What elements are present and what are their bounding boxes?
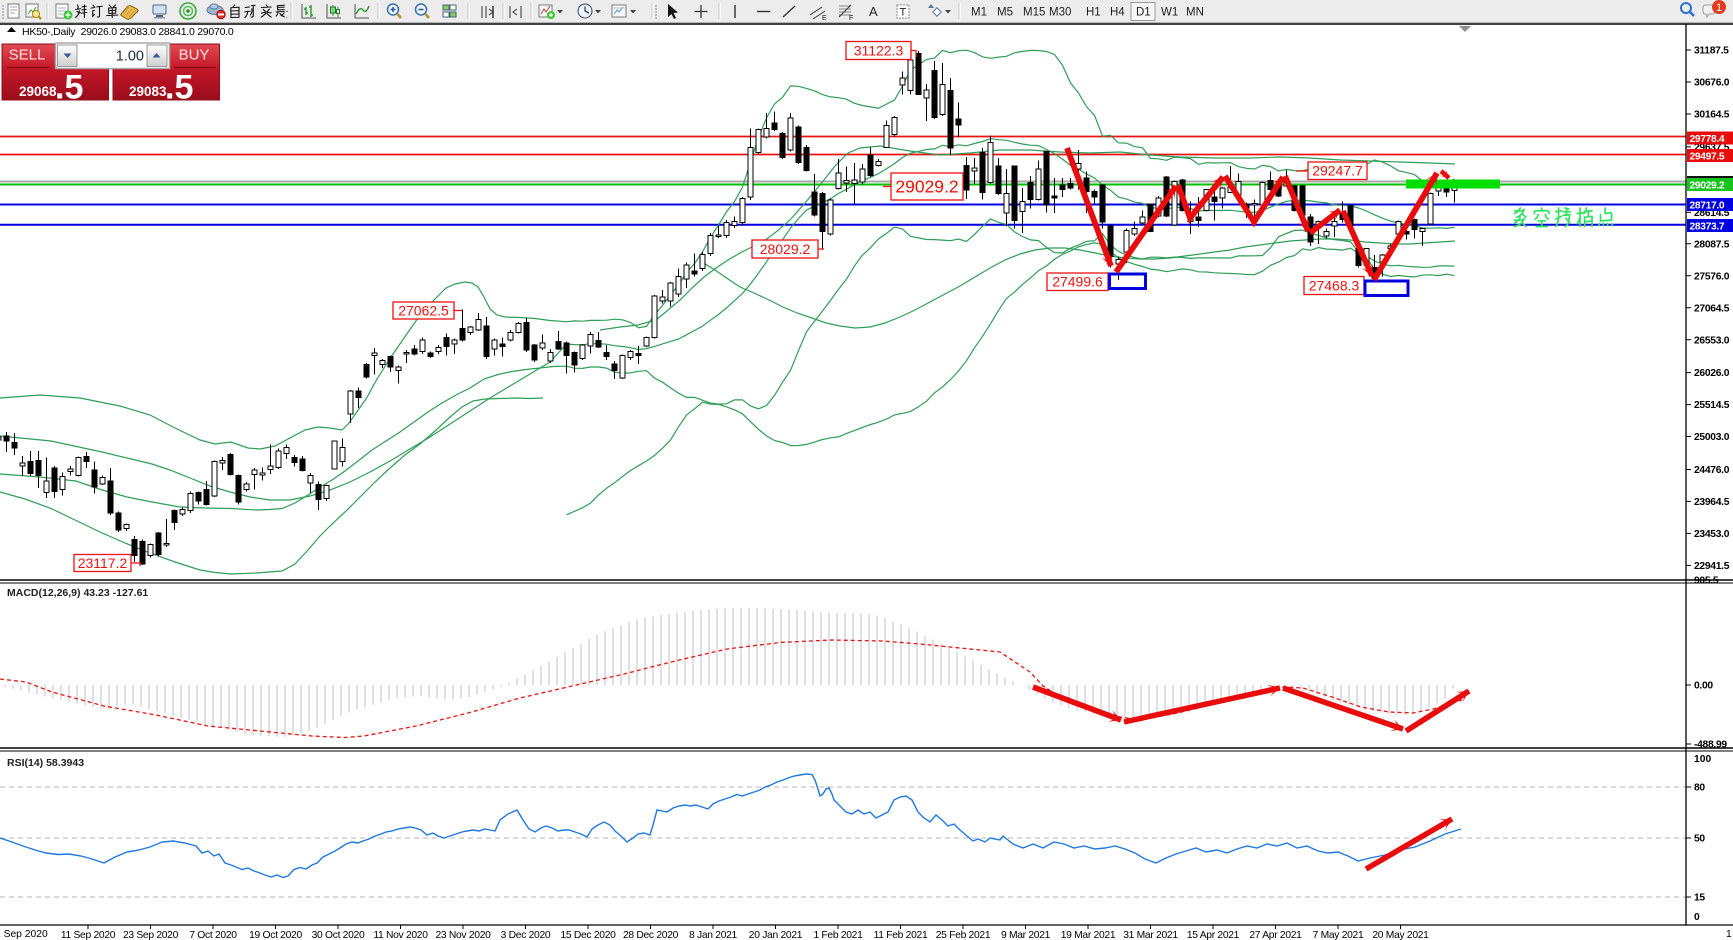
svg-text:27064.5: 27064.5 bbox=[1694, 303, 1730, 314]
svg-text:7 Oct 2020: 7 Oct 2020 bbox=[189, 930, 237, 940]
svg-text:RSI(14) 58.3943: RSI(14) 58.3943 bbox=[7, 757, 84, 769]
svg-text:W1: W1 bbox=[1161, 7, 1178, 19]
svg-text:26026.0: 26026.0 bbox=[1694, 368, 1730, 379]
svg-text:9 Mar 2021: 9 Mar 2021 bbox=[1001, 930, 1051, 940]
svg-text:20 May 2021: 20 May 2021 bbox=[1372, 930, 1429, 940]
svg-text:28 Dec 2020: 28 Dec 2020 bbox=[623, 930, 679, 940]
svg-text:30 Oct 2020: 30 Oct 2020 bbox=[312, 930, 365, 940]
svg-text:T: T bbox=[900, 7, 907, 19]
svg-text:1 Sep 2020: 1 Sep 2020 bbox=[0, 929, 48, 940]
svg-text:11 Nov 2020: 11 Nov 2020 bbox=[373, 930, 428, 940]
svg-text:11 Sep 2020: 11 Sep 2020 bbox=[61, 930, 116, 940]
svg-text:23117.2: 23117.2 bbox=[78, 555, 128, 571]
svg-text:29497.5: 29497.5 bbox=[1690, 152, 1725, 163]
svg-text:29029.2: 29029.2 bbox=[1690, 181, 1725, 192]
svg-text:M15: M15 bbox=[1023, 7, 1045, 19]
svg-text:25514.5: 25514.5 bbox=[1694, 400, 1730, 411]
svg-text:MACD(12,26,9) 43.23 -127.61: MACD(12,26,9) 43.23 -127.61 bbox=[7, 587, 148, 599]
svg-text:28029.2: 28029.2 bbox=[760, 241, 811, 257]
svg-text:29778.4: 29778.4 bbox=[1690, 134, 1725, 145]
svg-text:3 Dec 2020: 3 Dec 2020 bbox=[501, 930, 551, 940]
svg-text:F: F bbox=[849, 15, 853, 22]
svg-text:7 May 2021: 7 May 2021 bbox=[1313, 930, 1364, 940]
svg-text:15 Apr 2021: 15 Apr 2021 bbox=[1187, 930, 1240, 940]
svg-text:15 Dec 2020: 15 Dec 2020 bbox=[560, 930, 616, 940]
svg-text:30676.0: 30676.0 bbox=[1694, 78, 1730, 89]
svg-text:A: A bbox=[869, 4, 878, 19]
svg-text:.5: .5 bbox=[165, 69, 193, 107]
svg-text:80: 80 bbox=[1694, 783, 1705, 794]
svg-text:100: 100 bbox=[1694, 754, 1711, 765]
svg-text:29068: 29068 bbox=[19, 84, 57, 99]
svg-text:29083: 29083 bbox=[129, 84, 167, 99]
svg-text:26553.0: 26553.0 bbox=[1694, 335, 1730, 346]
svg-text:M1: M1 bbox=[971, 7, 987, 19]
svg-text:15: 15 bbox=[1694, 893, 1705, 904]
svg-text:BUY: BUY bbox=[179, 47, 210, 64]
svg-text:H1: H1 bbox=[1086, 7, 1101, 19]
svg-text:MN: MN bbox=[1186, 7, 1204, 19]
svg-text:24476.0: 24476.0 bbox=[1694, 465, 1730, 476]
svg-text:D1: D1 bbox=[1136, 7, 1151, 19]
svg-text:19 Mar 2021: 19 Mar 2021 bbox=[1061, 930, 1116, 940]
svg-text:.5: .5 bbox=[55, 69, 83, 107]
svg-text:27499.6: 27499.6 bbox=[1052, 274, 1103, 290]
svg-text:23964.5: 23964.5 bbox=[1694, 497, 1730, 508]
svg-text:27062.5: 27062.5 bbox=[398, 302, 449, 318]
svg-text:19 Oct 2020: 19 Oct 2020 bbox=[249, 930, 302, 940]
svg-text:27468.3: 27468.3 bbox=[1309, 277, 1360, 293]
svg-text:1.00: 1.00 bbox=[116, 49, 144, 65]
svg-text:-488.99: -488.99 bbox=[1694, 740, 1727, 751]
svg-text:28373.7: 28373.7 bbox=[1690, 222, 1725, 233]
svg-text:29247.7: 29247.7 bbox=[1312, 163, 1363, 179]
svg-text:905.5: 905.5 bbox=[1694, 576, 1719, 587]
svg-text:25003.0: 25003.0 bbox=[1694, 432, 1730, 443]
svg-text:28087.5: 28087.5 bbox=[1694, 239, 1730, 250]
svg-text:31 Mar 2021: 31 Mar 2021 bbox=[1123, 930, 1178, 940]
svg-text:22941.5: 22941.5 bbox=[1694, 561, 1730, 572]
svg-text:8 Jan 2021: 8 Jan 2021 bbox=[689, 930, 738, 940]
svg-text:29637.5: 29637.5 bbox=[1694, 143, 1730, 154]
svg-text:27576.0: 27576.0 bbox=[1694, 271, 1730, 282]
svg-text:0: 0 bbox=[1694, 912, 1700, 923]
svg-text:HK50-,Daily 29026.0 29083.0 2: HK50-,Daily 29026.0 29083.0 28841.0 2907… bbox=[22, 26, 234, 38]
svg-text:SELL: SELL bbox=[9, 47, 46, 64]
svg-text:23 Sep 2020: 23 Sep 2020 bbox=[123, 930, 179, 940]
svg-text:25 Feb 2021: 25 Feb 2021 bbox=[936, 930, 991, 940]
svg-text:M30: M30 bbox=[1049, 7, 1071, 19]
svg-text:E: E bbox=[822, 15, 827, 22]
svg-text:1 Feb 2021: 1 Feb 2021 bbox=[813, 930, 863, 940]
svg-text:23453.0: 23453.0 bbox=[1694, 529, 1730, 540]
svg-text:31187.5: 31187.5 bbox=[1694, 46, 1729, 57]
svg-text:20 Jan 2021: 20 Jan 2021 bbox=[749, 930, 803, 940]
svg-text:H4: H4 bbox=[1110, 7, 1125, 19]
svg-text:11 Feb 2021: 11 Feb 2021 bbox=[874, 930, 928, 940]
svg-text:1: 1 bbox=[1716, 2, 1722, 14]
svg-text:28614.5: 28614.5 bbox=[1694, 208, 1730, 219]
svg-text:29029.2: 29029.2 bbox=[895, 177, 958, 197]
svg-text:M5: M5 bbox=[997, 7, 1013, 19]
svg-text:0.00: 0.00 bbox=[1694, 681, 1713, 692]
svg-text:1: 1 bbox=[1726, 929, 1732, 940]
svg-text:50: 50 bbox=[1694, 834, 1705, 845]
svg-text:27 Apr 2021: 27 Apr 2021 bbox=[1249, 930, 1302, 940]
svg-text:31122.3: 31122.3 bbox=[854, 42, 904, 58]
svg-text:23 Nov 2020: 23 Nov 2020 bbox=[435, 930, 491, 940]
svg-text:28717.0: 28717.0 bbox=[1690, 201, 1725, 212]
svg-text:30164.5: 30164.5 bbox=[1694, 110, 1730, 121]
